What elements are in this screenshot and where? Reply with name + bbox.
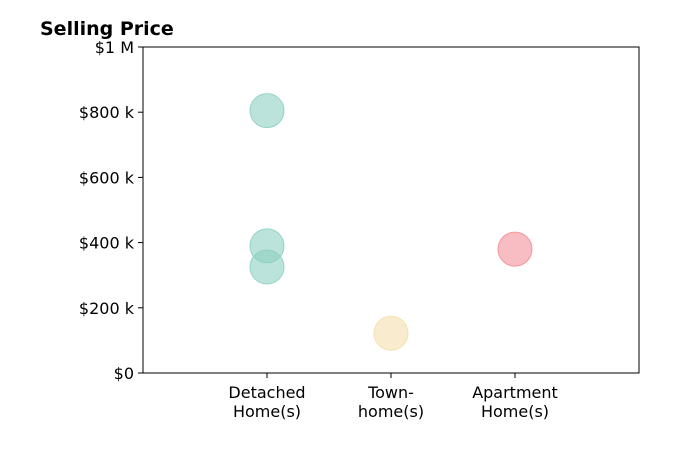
y-tick-label: $600 k — [79, 168, 135, 187]
x-tick-label: Town-home(s) — [358, 383, 424, 421]
y-tick-label: $1 M — [95, 38, 134, 57]
chart-title: Selling Price — [40, 18, 174, 40]
data-point — [249, 93, 285, 129]
data-point — [497, 231, 533, 267]
y-tick-label: $800 k — [79, 103, 135, 122]
x-tick-label: Apartment Home(s) — [472, 383, 558, 421]
x-tick-label: Detached Home(s) — [228, 383, 305, 421]
y-tick-label: $400 k — [79, 234, 135, 253]
y-tick-label: $0 — [114, 364, 134, 383]
data-point — [373, 315, 409, 351]
y-tick-label: $200 k — [79, 299, 135, 318]
data-point — [249, 249, 285, 285]
